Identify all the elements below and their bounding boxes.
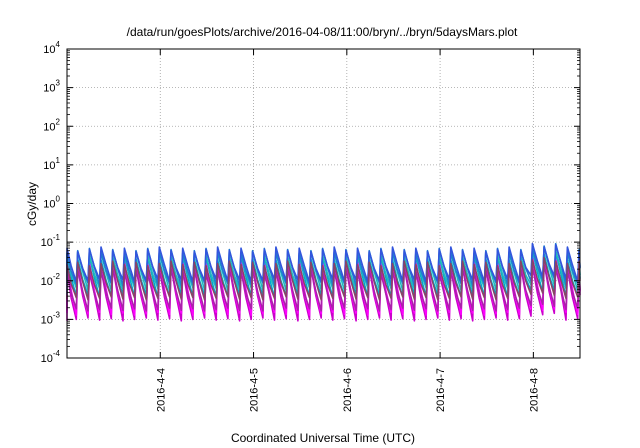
x-tick-label: 2016-4-8 [528, 368, 540, 412]
y-tick-label: 10-3 [41, 310, 61, 326]
series-line [66, 256, 581, 301]
series-line [66, 242, 581, 283]
x-tick-labels: 2016-4-4 2016-4-5 2016-4-6 2016-4-7 2016-4-8 [155, 368, 540, 412]
y-tick-label: 100 [43, 195, 60, 211]
y-tick-label: 104 [43, 40, 60, 56]
y-tick-label: 103 [43, 79, 60, 95]
y-tick-label: 10-4 [41, 349, 61, 365]
y-tick-label: 101 [43, 156, 60, 172]
axis-ticks [67, 48, 580, 359]
y-tick-label: 102 [43, 117, 60, 133]
x-tick-label: 2016-4-4 [155, 368, 167, 412]
y-tick-label: 10-2 [41, 272, 61, 288]
x-tick-label: 2016-4-7 [435, 368, 447, 412]
x-tick-label: 2016-4-5 [249, 368, 261, 412]
y-tick-labels: 10-4 10-3 10-2 10-1 100 101 102 103 104 [41, 40, 61, 365]
x-tick-label: 2016-4-6 [342, 368, 354, 412]
series-group [66, 242, 581, 322]
y-tick-label: 10-1 [41, 233, 61, 249]
x-axis-label: Coordinated Universal Time (UTC) [231, 431, 415, 445]
chart-title: /data/run/goesPlots/archive/2016-04-08/1… [127, 25, 518, 39]
grid-lines [67, 49, 580, 358]
y-axis-label: cGy/day [25, 182, 39, 226]
